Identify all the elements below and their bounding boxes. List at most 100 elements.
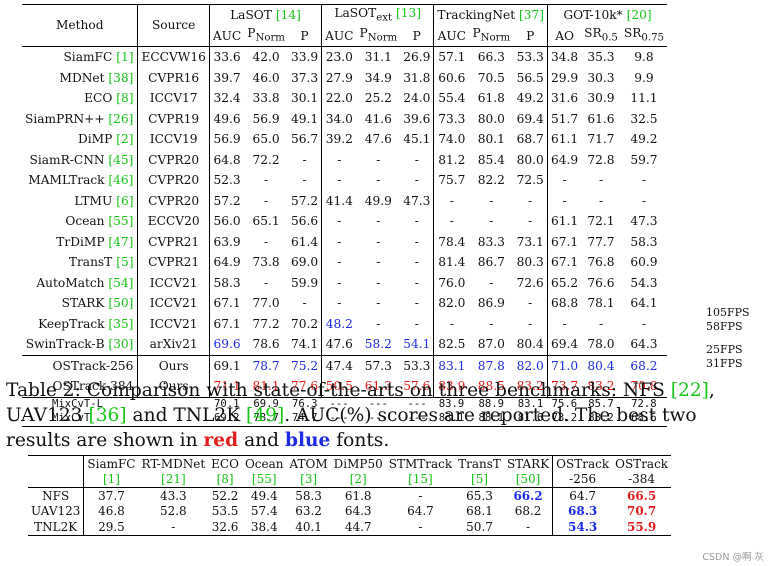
score-cell: 50.7 <box>455 519 504 536</box>
method-name: SwinTrack-B [30] <box>22 334 138 356</box>
tracker-subheader: -384 <box>612 471 672 488</box>
score-cell: 66.3 <box>477 50 505 65</box>
score-cell: 68.3 <box>552 503 613 519</box>
fps-label: 25FPS <box>706 343 743 356</box>
score-cell: 31.6 <box>547 88 582 109</box>
score-cell: 72.5 <box>516 173 544 188</box>
score-cell: 60.9 <box>630 255 658 270</box>
score-cell: 42.0 <box>252 50 280 65</box>
score-cell: 75.6 <box>551 398 578 411</box>
score-cell: 70.2 <box>290 316 319 331</box>
method-name: SiamR-CNN [45] <box>29 152 134 167</box>
score-cell: - <box>547 313 582 334</box>
score-cell: 9.9 <box>634 70 654 85</box>
score-cell: 73.8 <box>252 255 280 270</box>
score-cell: 33.8 <box>252 91 280 106</box>
score-cell: 67.1 <box>208 293 245 314</box>
score-cell: - <box>385 519 456 536</box>
score-cell: - <box>321 231 357 252</box>
score-cell: 55.4 <box>433 88 470 109</box>
tracker-subheader: [1] <box>83 471 139 488</box>
score-cell: 57.2 <box>208 190 245 211</box>
score-cell: - <box>376 296 381 311</box>
score-cell: - <box>264 193 269 208</box>
tracker-header: ECO <box>208 455 242 472</box>
score-cell: - <box>414 316 419 331</box>
tracker-header: STMTrack <box>385 455 456 472</box>
corner-cell <box>28 455 84 472</box>
source-cell: ICCV19 <box>137 129 210 150</box>
score-cell: 57.2 <box>290 193 319 208</box>
score-cell: 77.6 <box>287 376 322 398</box>
score-cell: 81.1 <box>244 376 288 398</box>
score-cell: 54.1 <box>400 334 434 356</box>
score-cell: 81.6 <box>513 411 548 427</box>
table-row: NFS 37.7 43.3 52.2 49.4 58.3 61.8 - 65.3 66.2 64.7… <box>28 487 671 504</box>
score-cell: 71.7 <box>587 132 615 147</box>
lasot-header: LaSOT [14] <box>208 4 322 26</box>
metric-header: AO <box>547 25 582 47</box>
score-cell: 74.1 <box>287 334 322 356</box>
score-cell: 24.0 <box>403 91 431 106</box>
score-cell: 39.6 <box>403 111 431 126</box>
metric-header: P <box>287 25 322 47</box>
tracker-subheader: [8] <box>208 471 242 488</box>
method-name: STARK [50] <box>61 296 134 311</box>
score-cell: 55.9 <box>612 519 672 536</box>
score-cell: - <box>376 316 381 331</box>
method-name: Ocean [55] <box>65 214 134 229</box>
score-cell: --- <box>400 411 434 427</box>
score-cell: 64.3 <box>344 504 372 519</box>
method-name: MDNet [38] <box>59 70 134 85</box>
score-cell: 63.9 <box>208 231 245 252</box>
score-cell: 70.7 <box>626 504 657 519</box>
score-cell: 34.8 <box>547 46 582 68</box>
table-row: TransT [5] CVPR21 64.9 73.8 69.0- - -81.4 86.7 8… <box>22 252 667 273</box>
score-cell: 87.8 <box>477 358 505 373</box>
score-cell: 70.1 <box>214 398 240 411</box>
source-cell: CVPR20 <box>137 190 210 211</box>
score-cell: - <box>528 214 533 229</box>
score-cell: 58.3 <box>295 488 322 503</box>
score-cell: 70.8 <box>620 376 667 398</box>
score-cell: 85.4 <box>477 152 505 167</box>
score-cell: - <box>414 296 419 311</box>
score-cell: 69.6 <box>208 334 245 356</box>
score-cell: 25.2 <box>364 91 392 106</box>
score-cell: - <box>414 173 419 188</box>
score-cell: - <box>264 173 269 188</box>
tracker-header: SiamFC <box>83 455 139 472</box>
score-cell: 47.3 <box>403 193 431 208</box>
source-cell: Ours <box>137 376 210 398</box>
metric-header: PNorm <box>356 25 401 47</box>
tracker-header: TransT <box>455 455 504 472</box>
score-cell: 83.2 <box>513 376 548 398</box>
tracker-header: RT-MDNet <box>138 455 209 472</box>
score-cell: 26.9 <box>403 50 431 65</box>
score-cell: 40.1 <box>286 519 331 536</box>
score-cell: 72.8 <box>587 152 615 167</box>
method-name: DiMP [2] <box>77 132 134 147</box>
score-cell: 33.9 <box>290 50 319 65</box>
score-cell: - <box>598 173 604 188</box>
score-cell: - <box>321 293 357 314</box>
source-cell: CVPR19 <box>137 108 210 129</box>
source-cell: CVPR20 <box>137 149 210 170</box>
score-cell: 69.1 <box>208 355 245 376</box>
benchmark-name: UAV123 <box>31 504 81 519</box>
score-cell: 38.4 <box>241 519 287 536</box>
score-cell: 47.4 <box>321 355 357 376</box>
metric-header: AUC <box>208 25 245 47</box>
score-cell: 65.2 <box>547 272 582 293</box>
tracker-subheader: -256 <box>552 471 613 488</box>
table-row: KeepTrack [35] ICCV21 67.1 77.2 70.2 48.2- - - -… <box>22 313 667 334</box>
score-cell: 11.1 <box>630 91 658 106</box>
score-cell: 83.1 <box>433 355 470 376</box>
score-cell: 66.5 <box>626 488 657 503</box>
score-cell: - <box>302 173 307 188</box>
score-cell: 49.1 <box>290 111 319 126</box>
score-cell: 69.4 <box>516 111 544 126</box>
table-row: TrDiMP [47] CVPR21 63.9-61.4- - -78.4 83.3 73.… <box>22 231 667 252</box>
score-cell: - <box>138 519 209 536</box>
score-cell: - <box>414 255 419 270</box>
